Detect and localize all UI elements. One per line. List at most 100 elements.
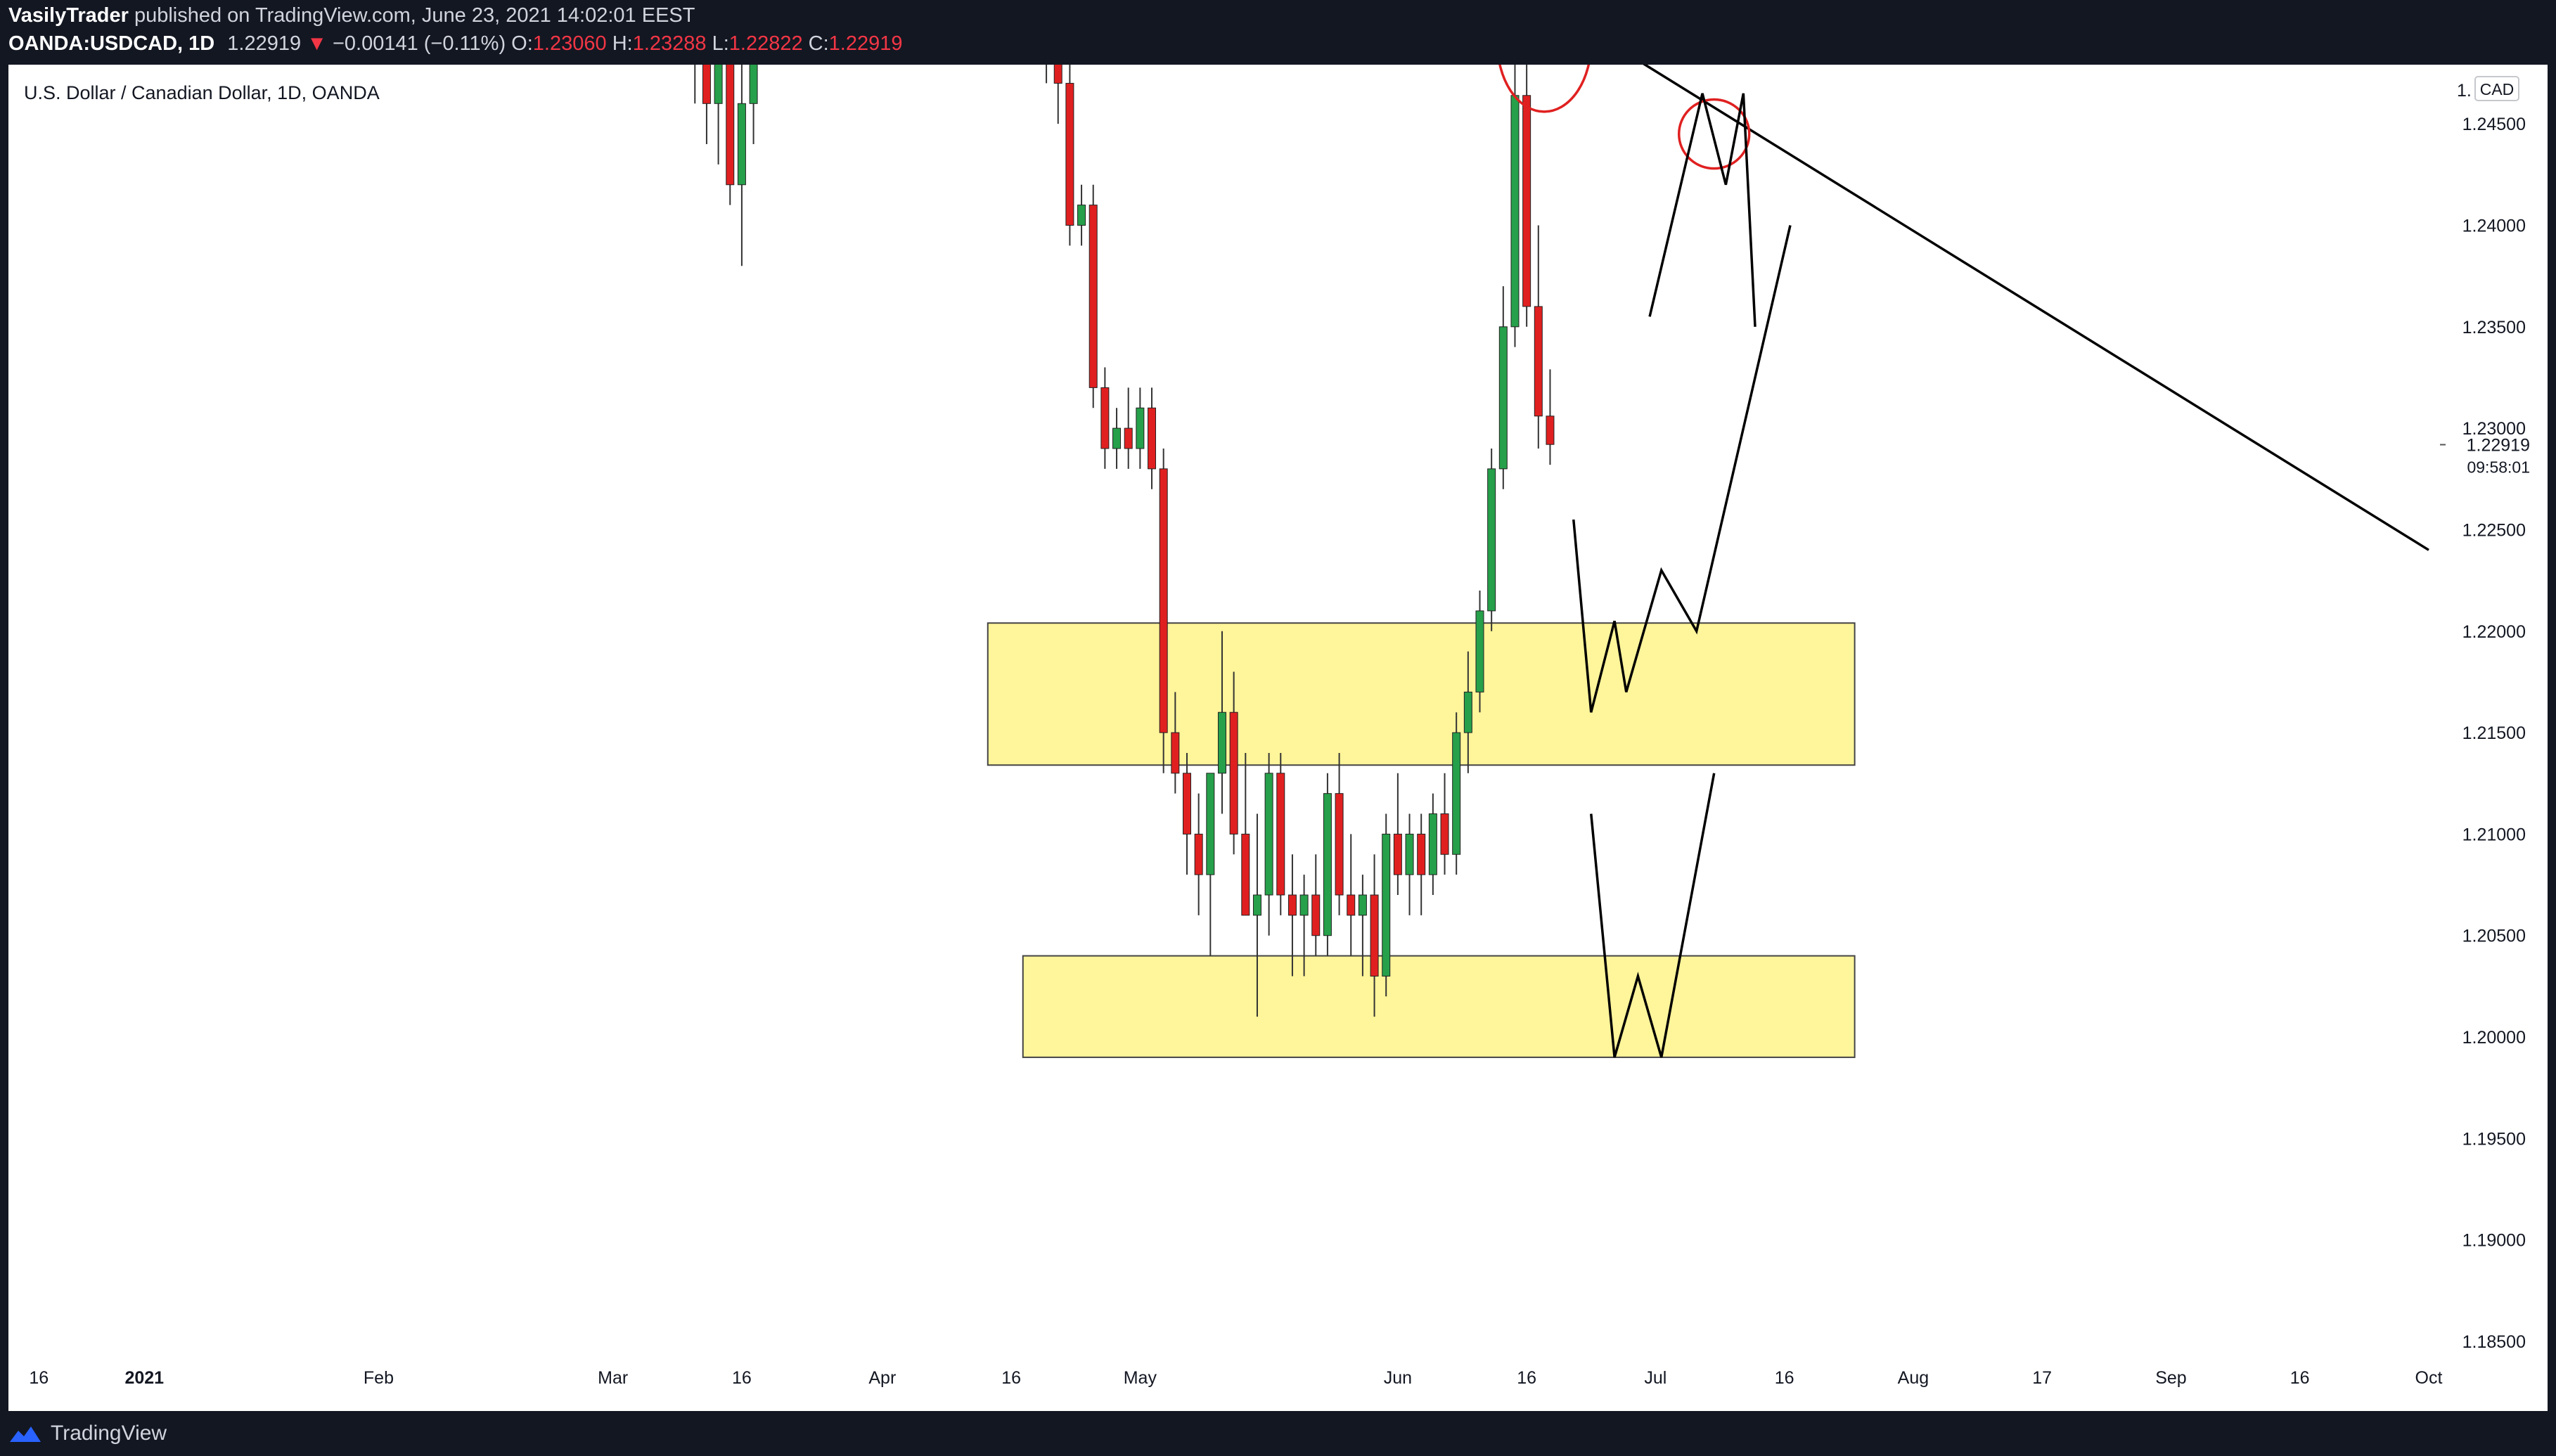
- ohlc-legend: OANDA:USDCAD, 1D 1.22919 ▼ −0.00141 (−0.…: [8, 32, 902, 56]
- candle-body: [1382, 833, 1391, 977]
- candle-body: [1088, 205, 1098, 388]
- forecast-path: [1648, 93, 1757, 327]
- candle-body: [1405, 833, 1414, 875]
- price-tick-label: 1.21500: [2462, 723, 2526, 743]
- author-name[interactable]: VasilyTrader: [8, 4, 129, 27]
- candle: [1171, 692, 1180, 794]
- candle-body: [1534, 306, 1543, 417]
- symbol-label: OANDA:USDCAD, 1D: [8, 32, 215, 55]
- time-tick-label: 2021: [124, 1368, 164, 1388]
- tradingview-logo-icon[interactable]: [8, 1422, 42, 1445]
- candle-body: [1311, 894, 1321, 936]
- countdown-label: 09:58:01: [2467, 458, 2530, 476]
- candle-body: [1112, 427, 1122, 449]
- price-tick-label: 1.23000: [2462, 419, 2526, 439]
- close-value: 1.22919: [828, 32, 903, 55]
- high-label: H:: [612, 32, 633, 55]
- close-label: C:: [808, 32, 829, 55]
- candle: [1206, 773, 1215, 956]
- candle-body: [1194, 833, 1203, 875]
- candle: [1053, 65, 1062, 124]
- forecast-path: [1590, 773, 1716, 1058]
- candle-body: [1335, 793, 1344, 896]
- candle-body: [1100, 387, 1110, 449]
- price-tick-label: 1.21000: [2462, 825, 2526, 844]
- candle: [1370, 854, 1379, 1017]
- time-tick-label: Oct: [2415, 1368, 2443, 1388]
- candle-body: [1358, 894, 1367, 916]
- time-tick-label: 17: [2032, 1368, 2052, 1388]
- candle-body: [1287, 894, 1297, 916]
- price-tick-label: 1.20000: [2462, 1028, 2526, 1048]
- candle: [1159, 448, 1168, 773]
- candle: [1046, 65, 1048, 84]
- candles: [694, 65, 1555, 1017]
- candle: [1124, 387, 1133, 469]
- candle-body: [1428, 813, 1437, 875]
- candle: [1065, 65, 1074, 246]
- candle-body: [737, 103, 746, 186]
- candle: [1299, 875, 1309, 977]
- candle: [1487, 448, 1496, 631]
- candle-body: [1065, 82, 1074, 226]
- price-change: −0.00141 (−0.11%): [332, 32, 506, 55]
- highlight-circle: [1677, 98, 1751, 170]
- high-value: 1.23288: [632, 32, 707, 55]
- candle-body: [1217, 711, 1226, 774]
- candle: [1323, 773, 1332, 956]
- candle-body: [1159, 468, 1168, 733]
- tradingview-brand[interactable]: TradingView: [51, 1422, 167, 1445]
- candle: [1440, 773, 1449, 875]
- open-value: 1.23060: [532, 32, 607, 55]
- low-label: L:: [712, 32, 729, 55]
- candle: [1229, 671, 1238, 855]
- candle-body: [1347, 894, 1356, 916]
- candle: [737, 65, 746, 266]
- candle: [1546, 369, 1555, 465]
- candle: [1252, 813, 1261, 1017]
- candle: [1264, 752, 1273, 936]
- price-tick-label: 1.24000: [2462, 216, 2526, 236]
- candle-body: [749, 65, 758, 104]
- price-axis[interactable]: 1.1.300001.295001.290001.285001.280001.2…: [2440, 65, 2530, 1352]
- candle-body: [1264, 773, 1273, 896]
- candle: [1382, 813, 1391, 997]
- candle-body: [1241, 833, 1250, 916]
- candle: [726, 65, 735, 205]
- currency-label: CAD: [2480, 80, 2515, 98]
- time-axis[interactable]: 16 2021 Feb Mar 16 Apr 16 May Jun 16 Jul 16 Aug 17 Sep…: [29, 1368, 2442, 1388]
- support-zone: [1022, 955, 1856, 1058]
- candle-body: [702, 65, 711, 104]
- chart-title: U.S. Dollar / Canadian Dollar, 1D, OANDA: [24, 82, 380, 103]
- candle-body: [1498, 326, 1508, 470]
- publish-info: VasilyTrader published on TradingView.co…: [8, 4, 695, 27]
- candle-body: [1487, 468, 1496, 612]
- candle: [1194, 793, 1203, 915]
- candle: [714, 65, 723, 165]
- candle-body: [1206, 773, 1215, 875]
- candle: [1088, 184, 1098, 408]
- price-tick-label: 1.18500: [2462, 1332, 2526, 1352]
- support-zone: [987, 622, 1856, 766]
- candle-body: [1323, 793, 1332, 936]
- candle: [1498, 286, 1508, 489]
- time-tick-label: 16: [732, 1368, 752, 1388]
- currency-badge-box: [2474, 76, 2519, 101]
- candle-body: [714, 65, 723, 104]
- published-text: published on TradingView.com, June 23, 2…: [134, 4, 695, 27]
- candle: [749, 65, 758, 145]
- time-tick-label: 16: [1001, 1368, 1021, 1388]
- publish-header: VasilyTrader published on TradingView.co…: [0, 0, 2556, 65]
- candle-body: [1171, 732, 1180, 774]
- price-tick-label: 1.19000: [2462, 1231, 2526, 1251]
- time-tick-label: Jun: [1384, 1368, 1412, 1388]
- candle: [702, 65, 711, 145]
- candle-body: [1252, 894, 1261, 916]
- footer: TradingView: [0, 1411, 2556, 1456]
- candle: [1112, 408, 1122, 469]
- candle: [1136, 387, 1145, 469]
- candle-body: [1299, 894, 1309, 916]
- forecast-path: [1572, 225, 1792, 713]
- price-chart[interactable]: U.S. Dollar / Canadian Dollar, 1D, OANDA…: [8, 65, 2548, 1411]
- time-tick-label: Jul: [1644, 1368, 1666, 1388]
